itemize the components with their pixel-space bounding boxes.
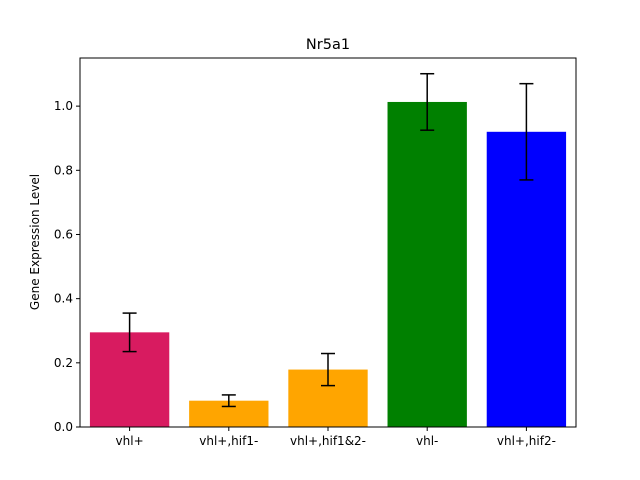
error-bar-1 [221,394,236,408]
bar-4 [486,131,567,428]
y-tick-label-4: 0.8 [54,163,73,177]
bars-group [89,101,567,428]
error-bar-4 [519,82,534,181]
y-axis-ticks: 0.0 0.2 0.4 0.6 0.8 1.0 [54,99,80,434]
x-tick-label-3: vhl- [416,434,438,448]
x-tick-label-1: vhl+,hif1- [199,434,258,448]
y-axis-label: Gene Expression Level [28,174,42,310]
x-axis-ticks: vhl+ vhl+,hif1- vhl+,hif1&2- vhl-vhl+,hif2- [116,427,556,448]
x-tick-label-2: vhl+,hif1&2- [290,434,366,448]
chart-title: Nr5a1 [306,37,350,53]
y-tick-label-3: 0.6 [54,227,73,241]
error-bar-2 [321,352,335,387]
y-tick-label-2: 0.4 [54,292,73,306]
error-bars-group [122,72,534,408]
error-bar-3 [420,72,435,131]
bar-3 [387,101,467,427]
plot-area-frame [79,57,577,428]
error-bar-0 [122,312,137,353]
y-tick-label-1: 0.2 [54,356,73,370]
x-tick-label-4: vhl+,hif2- [497,434,556,448]
x-tick-label-0: vhl+ [116,434,144,448]
y-tick-label-0: 0.0 [54,420,73,434]
y-tick-label-5: 1.0 [54,99,73,113]
